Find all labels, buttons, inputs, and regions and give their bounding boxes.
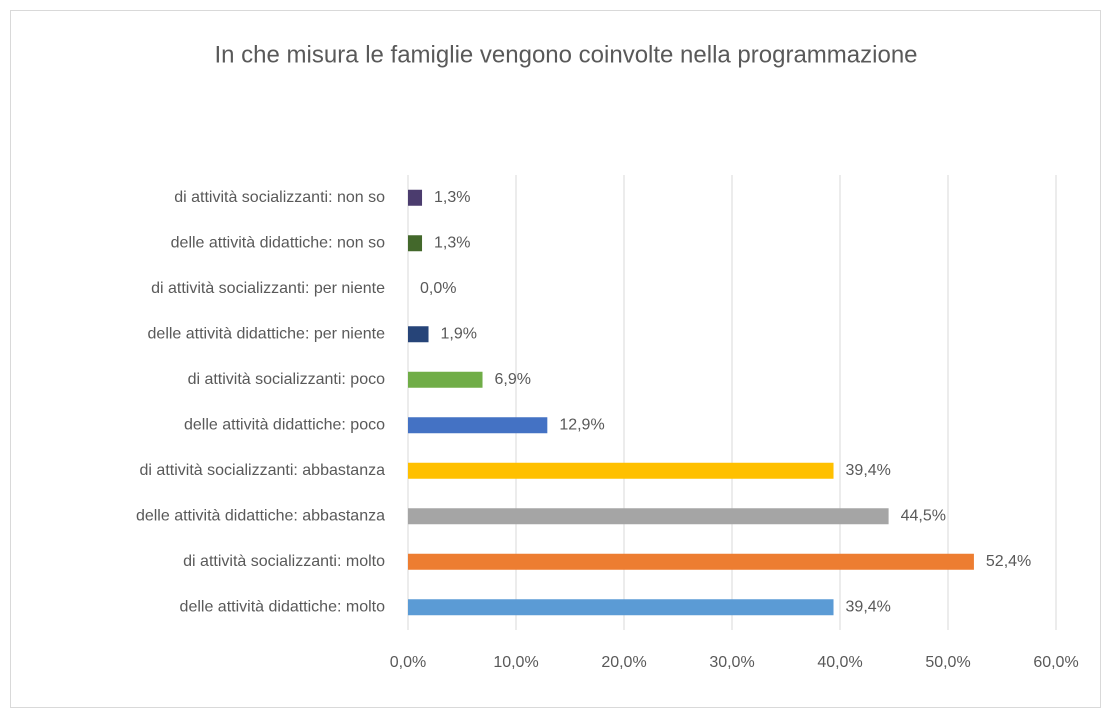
data-label: 6,9% [495, 371, 531, 388]
data-label: 1,3% [434, 234, 470, 251]
y-tick-label: delle attività didattiche: poco [184, 416, 385, 433]
y-tick-label: delle attività didattiche: non so [171, 234, 385, 251]
y-tick-label: delle attività didattiche: molto [180, 598, 386, 615]
bar [408, 508, 889, 525]
y-tick-label: di attività socializzanti: abbastanza [140, 462, 386, 479]
y-tick-label: delle attività didattiche: per niente [148, 325, 386, 342]
bar [408, 189, 423, 206]
y-tick-label: di attività socializzanti: poco [188, 371, 386, 388]
chart-title: In che misura le famiglie vengono coinvo… [214, 41, 917, 68]
x-tick-label: 10,0% [493, 654, 538, 671]
y-tick-label: delle attività didattiche: abbastanza [136, 507, 385, 524]
bar [408, 599, 834, 616]
bar [408, 235, 423, 252]
x-tick-label: 50,0% [925, 654, 970, 671]
data-label: 39,4% [846, 462, 891, 479]
data-label: 44,5% [901, 507, 946, 524]
y-tick-label: di attività socializzanti: per niente [151, 280, 385, 297]
x-tick-label: 40,0% [817, 654, 862, 671]
bar [408, 553, 974, 570]
x-tick-label: 30,0% [709, 654, 754, 671]
data-label: 12,9% [559, 416, 604, 433]
data-label: 1,3% [434, 189, 470, 206]
data-label: 1,9% [441, 325, 477, 342]
data-label: 0,0% [420, 280, 456, 297]
y-tick-label: di attività socializzanti: molto [183, 553, 385, 570]
bar [408, 371, 483, 388]
bar [408, 417, 548, 434]
bar [408, 462, 834, 479]
data-label: 39,4% [846, 598, 891, 615]
x-tick-label: 20,0% [601, 654, 646, 671]
bar [408, 326, 429, 343]
x-tick-label: 60,0% [1033, 654, 1078, 671]
x-tick-label: 0,0% [390, 654, 426, 671]
chart-border [10, 10, 1101, 708]
data-label: 52,4% [986, 553, 1031, 570]
y-tick-label: di attività socializzanti: non so [174, 189, 385, 206]
